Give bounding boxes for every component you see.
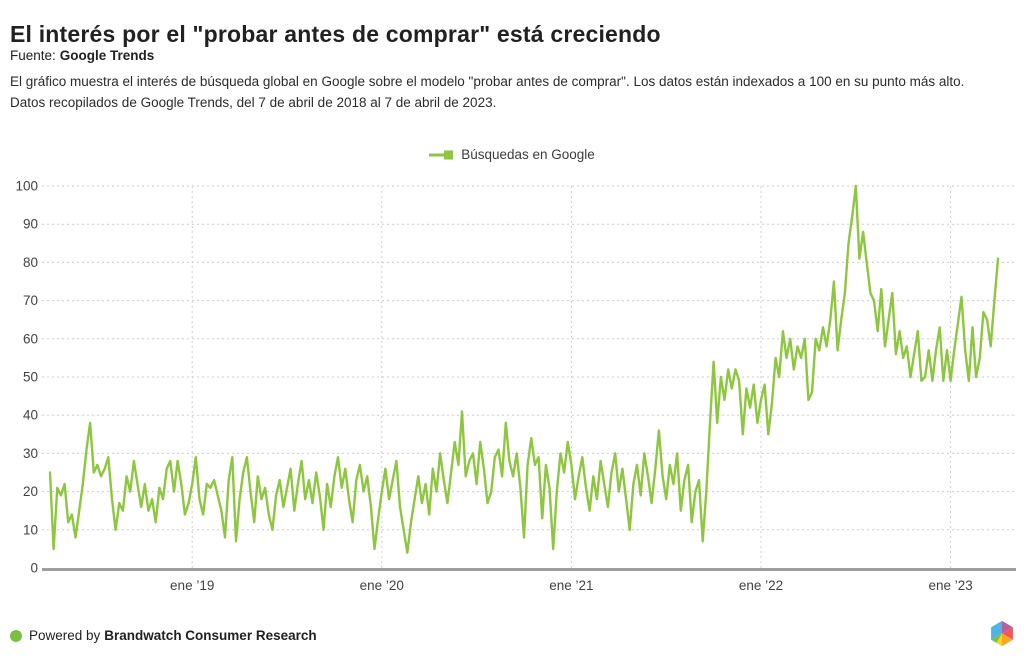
powered-by-dot-icon <box>10 629 22 642</box>
page-title: El interés por el "probar antes de compr… <box>10 21 661 48</box>
y-axis-label: 10 <box>23 522 38 537</box>
legend-line-marker-icon <box>429 150 454 159</box>
x-axis-label: ene ’21 <box>549 578 593 593</box>
y-axis-label: 80 <box>23 255 38 270</box>
legend-label: Búsquedas en Google <box>461 147 595 162</box>
y-axis-label: 90 <box>23 217 38 232</box>
y-axis-label: 40 <box>23 408 38 423</box>
powered-by-footer: Powered by Brandwatch Consumer Research <box>10 628 317 643</box>
x-axis-label: ene ’20 <box>360 578 404 593</box>
series-line-busquedas <box>48 184 1000 554</box>
description-line-1: El gráfico muestra el interés de búsqued… <box>10 74 965 89</box>
x-axis-label: ene ’19 <box>170 578 214 593</box>
source-name: Google Trends <box>59 48 155 63</box>
y-axis-label: 50 <box>23 370 38 385</box>
y-axis-label: 70 <box>23 293 38 308</box>
y-axis-label: 60 <box>23 331 38 346</box>
legend: Búsquedas en Google <box>0 147 1024 162</box>
y-axis-label: 0 <box>30 561 38 576</box>
brand-name: Brandwatch Consumer Research <box>104 628 317 643</box>
y-axis-label: 20 <box>23 484 38 499</box>
y-axis-label: 100 <box>15 179 38 194</box>
x-axis-label: ene ’23 <box>928 578 972 593</box>
powered-by-label: Powered by <box>29 628 101 643</box>
brandwatch-logo-icon <box>991 620 1013 647</box>
chart-description: El gráfico muestra el interés de búsqued… <box>10 71 964 113</box>
description-line-2: Datos recopilados de Google Trends, del … <box>10 95 497 110</box>
x-axis-label: ene ’22 <box>739 578 783 593</box>
source-line: Fuente: Google Trends <box>10 48 154 63</box>
y-axis-label: 30 <box>23 446 38 461</box>
source-label: Fuente: <box>10 48 56 63</box>
legend-item-busquedas[interactable]: Búsquedas en Google <box>429 147 595 162</box>
